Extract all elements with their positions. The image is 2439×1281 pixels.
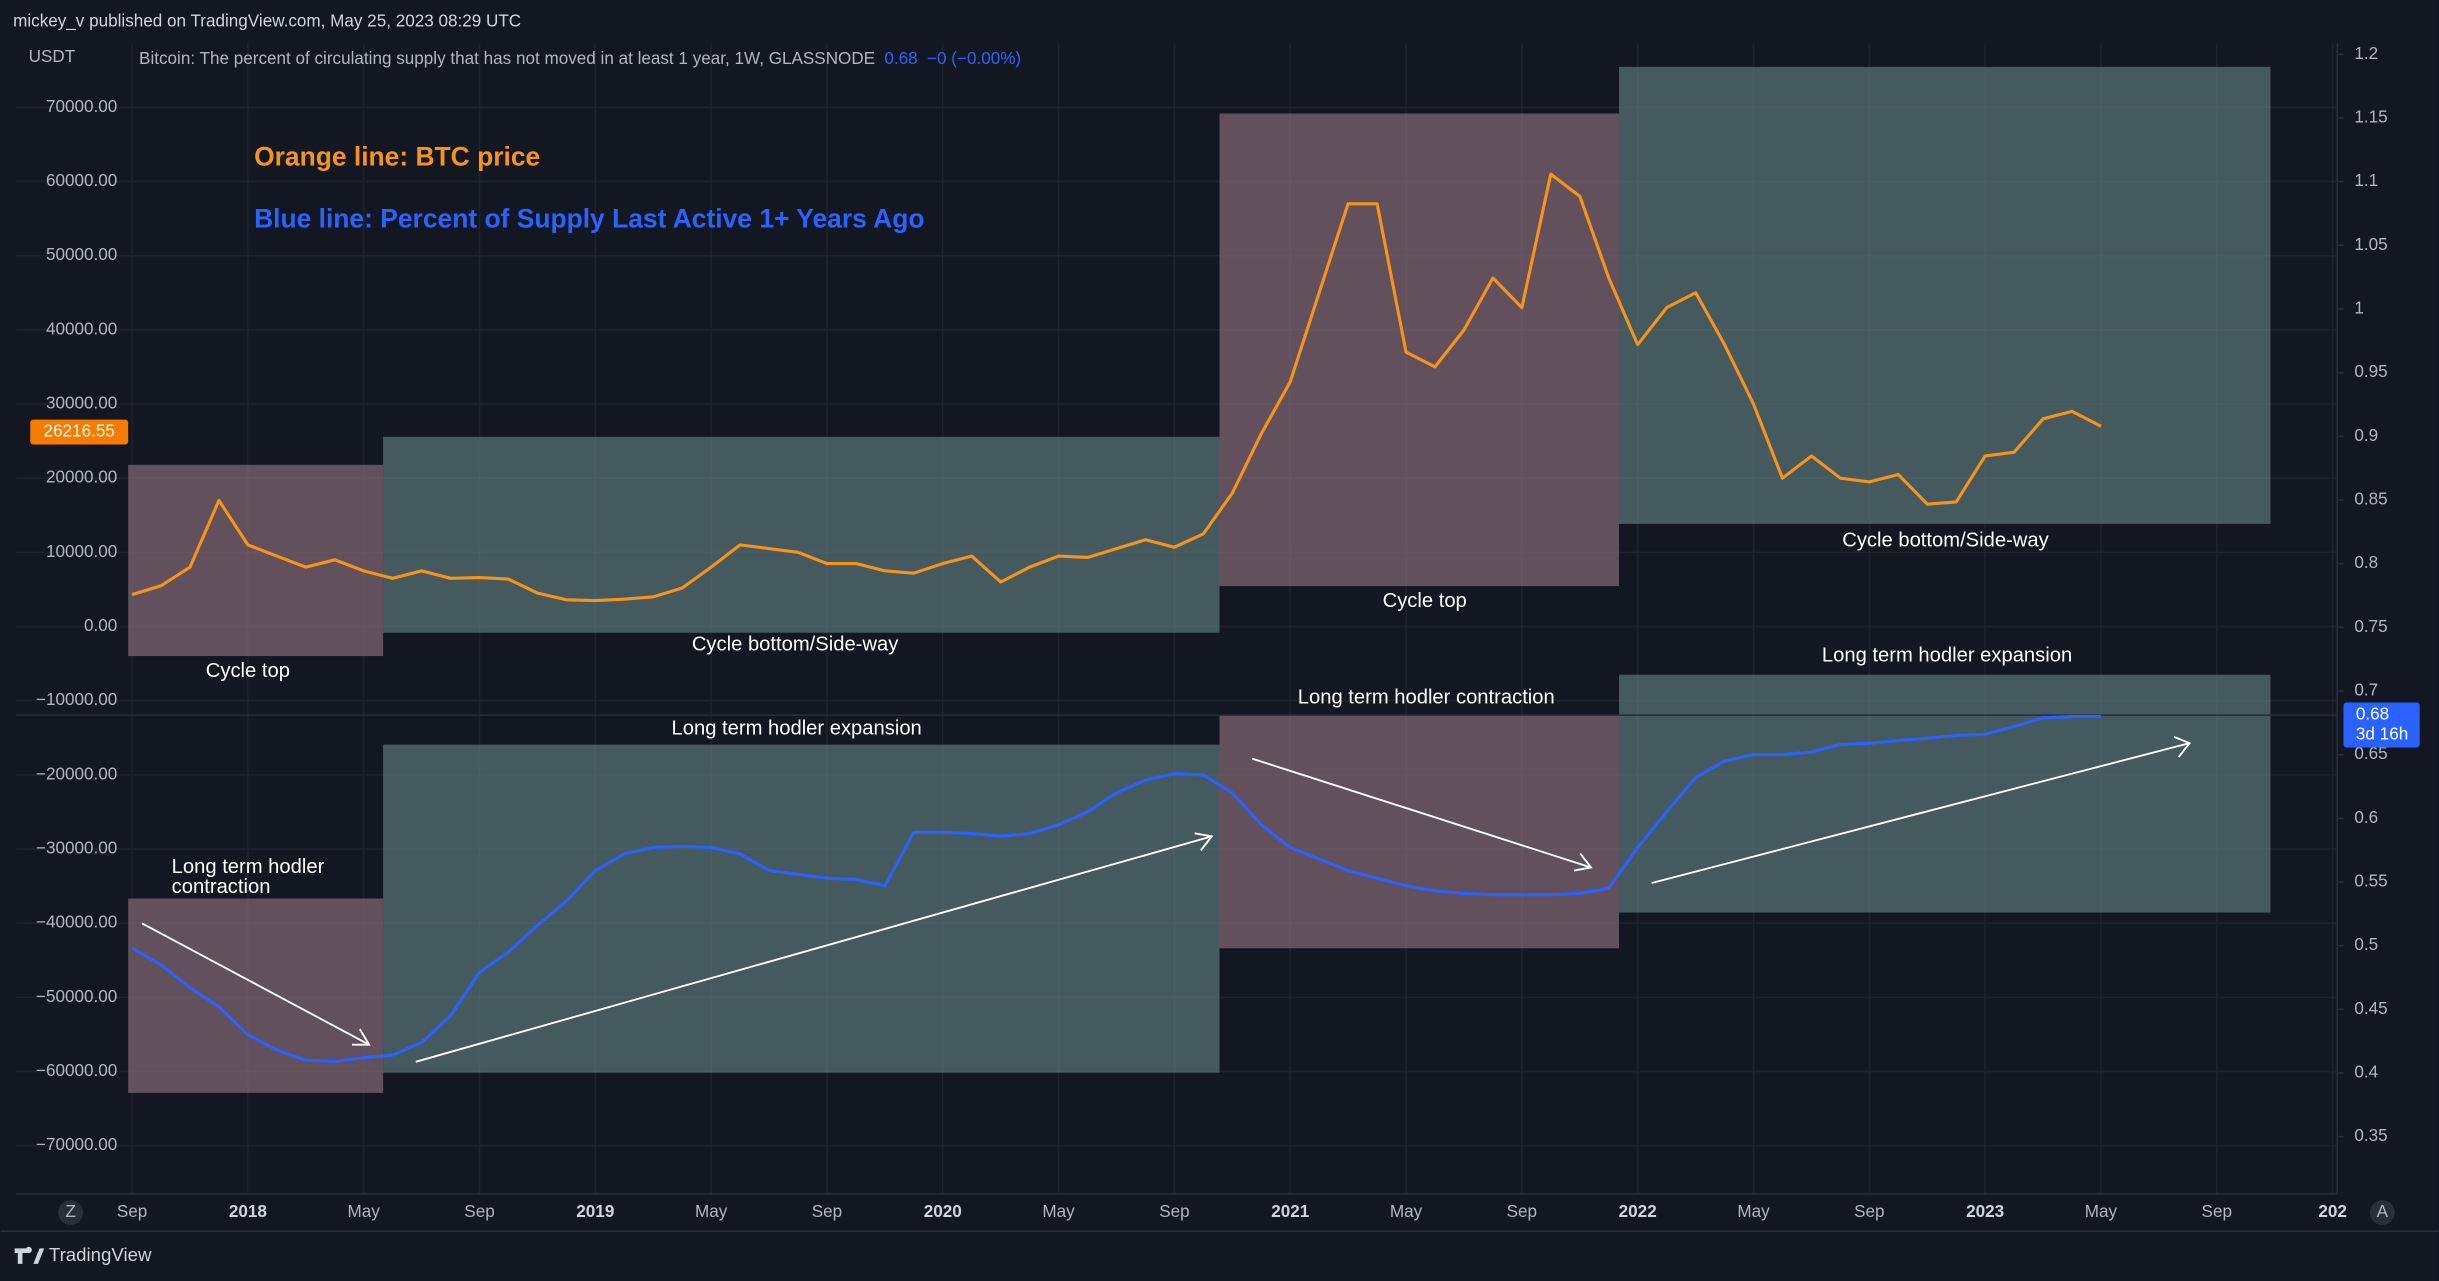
zoom-button-label[interactable]: Z — [65, 1202, 75, 1221]
x-tick-label: 2021 — [1271, 1202, 1310, 1221]
y2-tick-label: 1 — [2354, 299, 2364, 318]
annotation: Cycle top — [206, 660, 290, 682]
y2-tick-label: 0.9 — [2354, 426, 2378, 445]
y2-tick-label: 1.2 — [2354, 44, 2378, 63]
box — [383, 744, 1220, 1073]
x-tick-label: Sep — [1507, 1202, 1537, 1221]
axis-unit: USDT — [29, 47, 76, 66]
x-tick-label: May — [1390, 1202, 1423, 1221]
y2-tick-label: 0.7 — [2354, 681, 2378, 700]
x-tick-label: May — [1737, 1202, 1770, 1221]
x-tick-label: 2018 — [229, 1202, 267, 1221]
box — [383, 436, 1220, 633]
y2-tick-label: 0.8 — [2354, 553, 2378, 572]
logo — [14, 1246, 45, 1264]
y2-tick-label: 0.35 — [2354, 1126, 2387, 1145]
annotation: Long term hodler expansion — [672, 717, 922, 739]
y2-tick-label: 0.45 — [2354, 999, 2387, 1018]
lines — [131, 172, 2102, 1064]
x-tick-label: Sep — [812, 1202, 842, 1221]
y-tick-label: −50000.00 — [36, 987, 117, 1006]
y2-tick-label: 0.55 — [2354, 872, 2387, 891]
x-tick-label: May — [348, 1202, 381, 1221]
y-tick-label: 50000.00 — [46, 245, 117, 264]
y2-tick-label: 1.05 — [2354, 235, 2387, 254]
annotation: Orange line: BTC price — [254, 142, 540, 172]
annotation: Cycle bottom/Side-way — [1842, 529, 2049, 551]
annotation: Long term hodler contraction — [1298, 686, 1555, 708]
y2-tick-label: 1.15 — [2354, 108, 2387, 127]
legend-text: Bitcoin: The percent of circulating supp… — [139, 49, 875, 68]
arrow — [141, 922, 371, 1046]
annotation: Cycle bottom/Side-way — [692, 634, 899, 656]
series-line — [131, 714, 2101, 1064]
x-tick-label: 2020 — [924, 1202, 962, 1221]
y2-tick-label: 0.6 — [2354, 808, 2378, 827]
y-tick-label: 30000.00 — [46, 394, 117, 413]
series-line — [131, 172, 2102, 603]
countdown-label: 3d 16h — [2356, 725, 2408, 744]
box — [1619, 674, 2271, 913]
arrow — [1251, 757, 1593, 872]
box — [128, 464, 384, 657]
y2-tick-label: 0.75 — [2354, 617, 2387, 636]
auto-button[interactable] — [2369, 1200, 2395, 1226]
legend-value: 0.68 — [884, 49, 917, 68]
box — [1219, 113, 1620, 587]
arrows — [141, 736, 2192, 1063]
legend: Bitcoin: The percent of circulating supp… — [139, 49, 1021, 68]
x-tick-label: Sep — [117, 1202, 147, 1221]
y2-tick-label: 1.1 — [2354, 171, 2378, 190]
x-tick-label: 202 — [2318, 1202, 2347, 1221]
x-tick-label: 2019 — [576, 1202, 614, 1221]
y2-tick-label: 0.65 — [2354, 744, 2387, 763]
x-tick-label: Sep — [1854, 1202, 1884, 1221]
price-tag-label: 26216.55 — [44, 422, 115, 441]
x-tick-label: May — [1042, 1202, 1075, 1221]
x-tick-label: Sep — [464, 1202, 494, 1221]
y2-tick-label: 0.4 — [2354, 1062, 2378, 1081]
auto-button-label[interactable]: A — [2377, 1202, 2389, 1221]
annotation: Long term hodler expansion — [1822, 644, 2072, 666]
x-tick-label: Sep — [1159, 1202, 1189, 1221]
box — [128, 898, 384, 1093]
y-tick-label: 40000.00 — [46, 319, 117, 338]
price-tag — [30, 419, 129, 445]
y-tick-label: −20000.00 — [36, 764, 117, 783]
annotation: Long term hodler — [172, 856, 325, 878]
box — [1619, 66, 2271, 524]
arrow — [415, 832, 1214, 1063]
y-tick-label: −10000.00 — [36, 690, 117, 709]
footer: TradingView — [49, 1244, 152, 1265]
y2-tick-label: 0.95 — [2354, 362, 2387, 381]
annotation: Blue line: Percent of Supply Last Active… — [254, 204, 924, 234]
y-tick-label: 10000.00 — [46, 542, 117, 561]
y-tick-label: −30000.00 — [36, 839, 117, 858]
value-tag-label: 0.68 — [2356, 704, 2389, 723]
y-tick-label: −70000.00 — [36, 1135, 117, 1154]
x-tick-label: May — [695, 1202, 728, 1221]
y-tick-label: −40000.00 — [36, 913, 117, 932]
header: mickey_v published on TradingView.com, M… — [13, 11, 521, 30]
x-tick-label: May — [2085, 1202, 2118, 1221]
x-tick-label: 2023 — [1966, 1202, 2004, 1221]
y-tick-label: 20000.00 — [46, 468, 117, 487]
x-tick-label: Sep — [2202, 1202, 2232, 1221]
arrow — [1651, 736, 2192, 884]
y2-tick-label: 0.5 — [2354, 935, 2378, 954]
zoom-button[interactable] — [58, 1200, 84, 1226]
box — [1219, 715, 1620, 949]
x-tick-label: 2022 — [1619, 1202, 1657, 1221]
annotation: contraction — [172, 876, 271, 898]
y-tick-label: −60000.00 — [36, 1061, 117, 1080]
value-tag — [2343, 702, 2420, 748]
y2-tick-label: 0.85 — [2354, 490, 2387, 509]
annotation: Cycle top — [1383, 590, 1467, 612]
y-tick-label: 70000.00 — [46, 97, 117, 116]
y-tick-label: 0.00 — [84, 616, 117, 635]
legend-change: −0 (−0.00%) — [927, 49, 1021, 68]
y-tick-label: 60000.00 — [46, 171, 117, 190]
